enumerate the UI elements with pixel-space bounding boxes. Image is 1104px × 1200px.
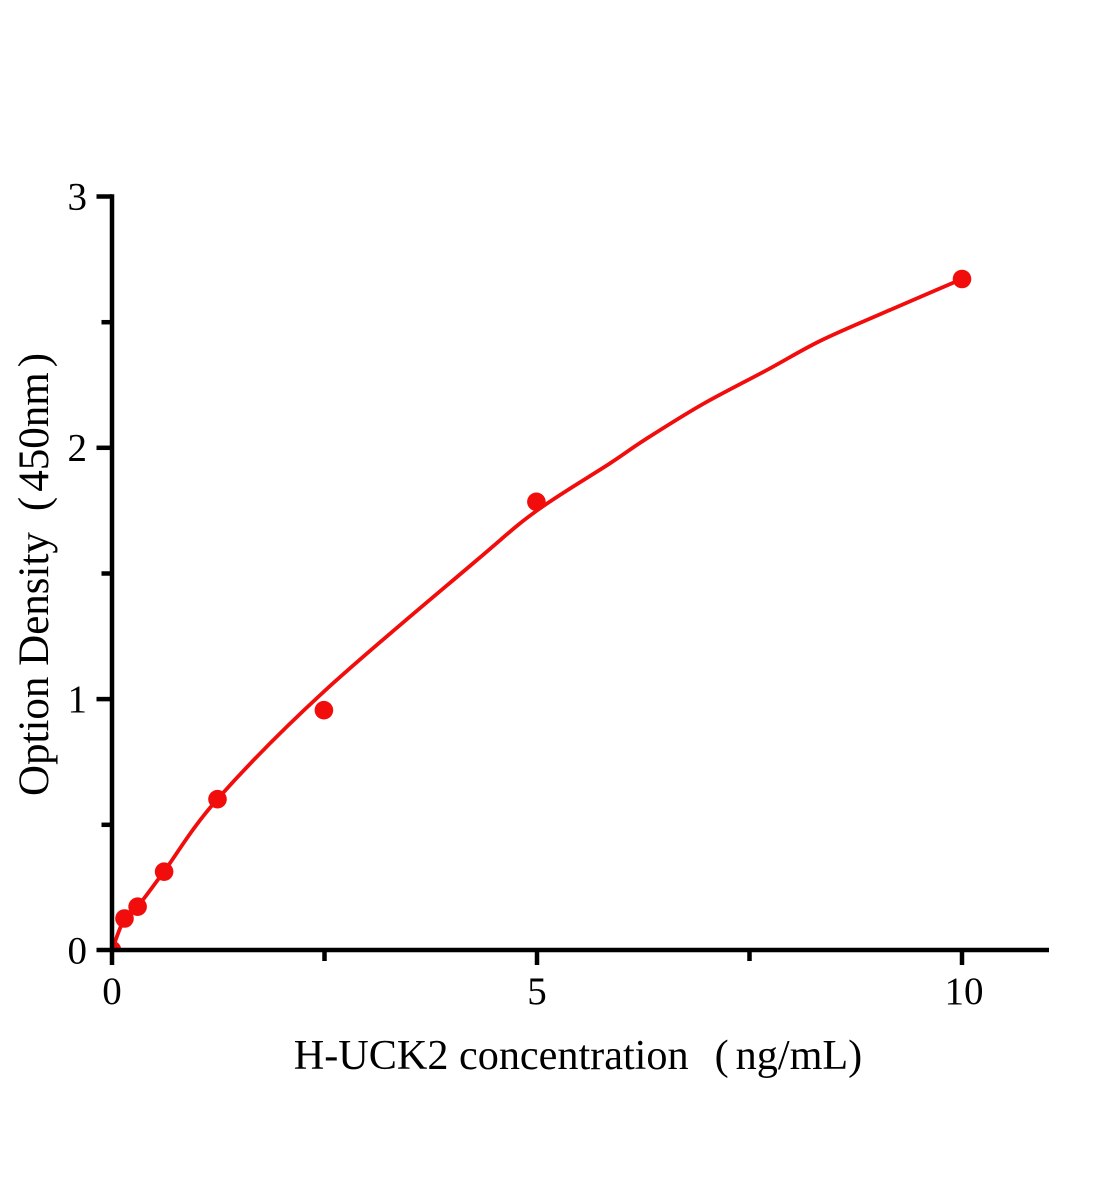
svg-text:0: 0 xyxy=(68,929,88,972)
svg-text:0: 0 xyxy=(102,970,122,1013)
svg-text:Option Density(450nm): Option Density(450nm) xyxy=(11,353,58,796)
svg-text:10: 10 xyxy=(945,970,984,1013)
svg-text:5: 5 xyxy=(527,970,547,1013)
svg-text:3: 3 xyxy=(68,175,88,218)
svg-text:2: 2 xyxy=(68,427,88,470)
svg-text:H-UCK2 concentration(ng/mL): H-UCK2 concentration(ng/mL) xyxy=(294,1032,862,1079)
svg-text:1: 1 xyxy=(68,678,88,721)
